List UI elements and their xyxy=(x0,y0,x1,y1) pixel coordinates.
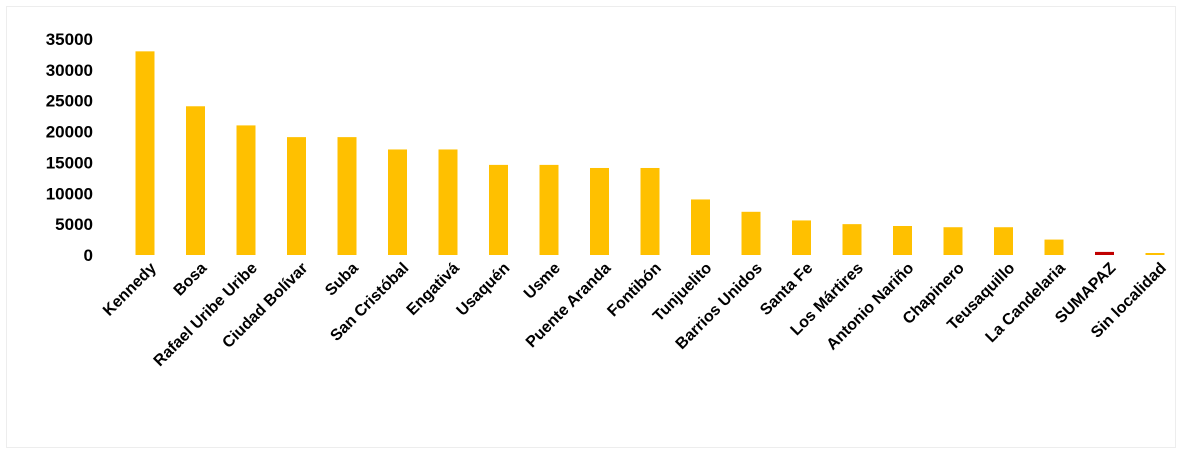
bar xyxy=(539,164,559,255)
x-tick-label: Bosa xyxy=(171,260,211,300)
bar xyxy=(438,149,458,255)
bar xyxy=(792,220,811,255)
bar xyxy=(388,149,407,255)
x-tick-label: Suba xyxy=(322,260,362,300)
x-tick-label: Usme xyxy=(521,260,564,303)
x-tick-label: Engativá xyxy=(404,260,463,319)
x-tick-label: Puente Aranda xyxy=(523,260,615,352)
x-tick-label: Barrios Unidos xyxy=(673,260,766,353)
bar xyxy=(943,227,963,255)
bar xyxy=(741,211,761,255)
bar xyxy=(1095,251,1114,255)
bar xyxy=(691,199,710,255)
bar xyxy=(842,224,862,255)
bar xyxy=(994,227,1013,255)
y-axis-ticks: 0 5000 10000 15000 20000 25000 30000 35000 xyxy=(46,30,93,265)
y-tick-label: 30000 xyxy=(46,61,93,80)
y-tick-label: 25000 xyxy=(46,92,93,111)
y-tick-label: 20000 xyxy=(46,123,93,142)
bar xyxy=(489,164,508,255)
bar xyxy=(893,225,912,255)
x-tick-label: Kennedy xyxy=(100,260,160,320)
x-tick-label: Ciudad Bolívar xyxy=(219,260,311,352)
bar xyxy=(186,106,205,255)
y-tick-label: 35000 xyxy=(46,30,93,49)
bar xyxy=(236,125,256,256)
bar xyxy=(337,137,357,255)
bar xyxy=(287,137,306,255)
x-tick-label: Antonio Nariño xyxy=(824,260,918,354)
y-tick-label: 15000 xyxy=(46,153,93,172)
chart-frame: 0 5000 10000 15000 20000 25000 30000 35000 Kenn… xyxy=(6,6,1176,448)
bar xyxy=(590,167,609,255)
bar-chart: 0 5000 10000 15000 20000 25000 30000 35000 Kenn… xyxy=(46,30,1170,370)
bar xyxy=(135,51,155,255)
bar xyxy=(640,167,660,255)
y-tick-label: 10000 xyxy=(46,184,93,203)
x-tick-label: Usaquén xyxy=(454,260,514,320)
bar xyxy=(1145,253,1165,255)
bars xyxy=(135,51,1165,256)
y-tick-label: 0 xyxy=(84,246,93,265)
bar xyxy=(1044,239,1064,255)
y-tick-label: 5000 xyxy=(55,215,93,234)
